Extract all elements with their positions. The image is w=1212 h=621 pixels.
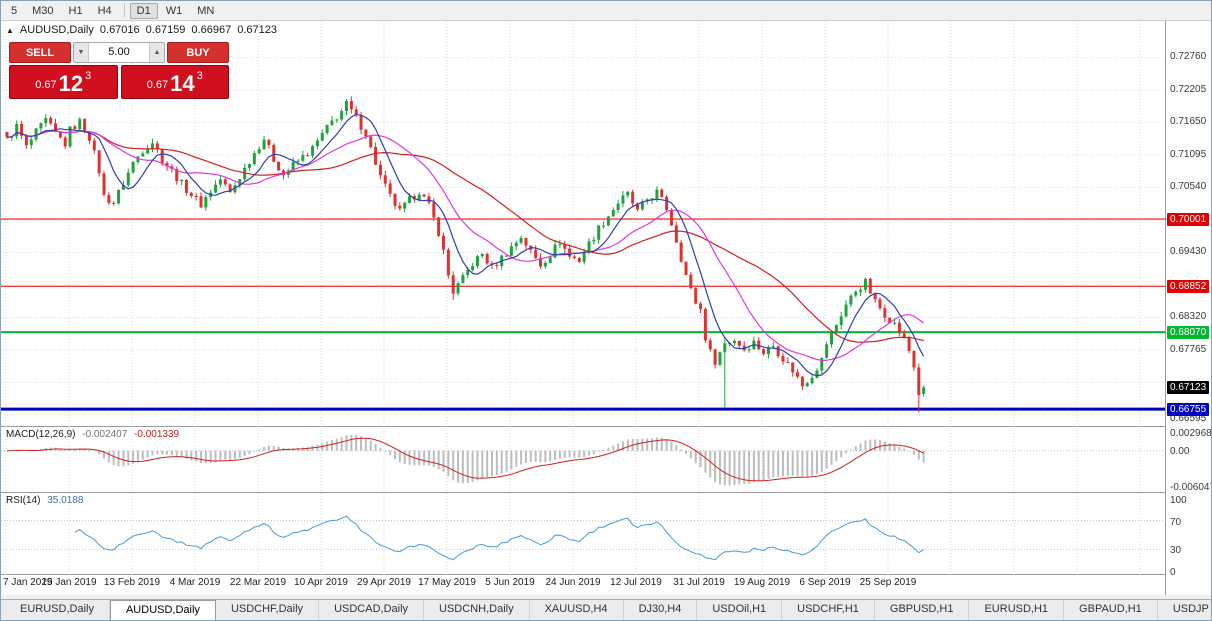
volume-field[interactable]: 5.00 <box>108 46 130 58</box>
date-axis-label: 25 Sep 2019 <box>859 577 917 588</box>
bid-big-digits: 12 <box>58 71 84 96</box>
triangle-up-icon[interactable]: ▲ <box>6 25 14 35</box>
price-axis-tick: 0.70540 <box>1170 181 1207 193</box>
chart-tab-gbpaud-h1[interactable]: GBPAUD,H1 <box>1064 600 1158 620</box>
price-axis-tick: 0.72760 <box>1170 51 1207 63</box>
date-axis-label: 5 Jun 2019 <box>485 577 535 588</box>
macd-label: MACD(12,26,9) -0.002407 -0.001339 <box>6 429 179 440</box>
chart-tab-usdoil-h1[interactable]: USDOil,H1 <box>697 600 783 620</box>
volume-stepper: ▼ 5.00 ▲ <box>73 42 165 63</box>
bid-prefix: 0.67 <box>35 79 57 91</box>
chart-tab-dj30-h4[interactable]: DJ30,H4 <box>624 600 698 620</box>
date-axis-label: 7 Jan 2019 <box>3 577 53 588</box>
timeframe-button-h1[interactable]: H1 <box>68 4 83 17</box>
chart-tab-usdchf-h1[interactable]: USDCHF,H1 <box>782 600 875 620</box>
timeframe-button-w1[interactable]: W1 <box>165 4 183 17</box>
sell-quote-button[interactable]: 0.67 12 3 <box>9 65 118 99</box>
chart-tab-audusd-daily[interactable]: AUDUSD,Daily <box>109 600 216 620</box>
macd-pane: MACD(12,26,9) -0.002407 -0.001339 <box>1 427 1165 493</box>
price-axis-tick: 0.71650 <box>1170 116 1207 128</box>
macd-chart <box>1 427 1165 493</box>
high-value: 0.67159 <box>145 24 186 36</box>
macd-value: -0.002407 <box>82 429 128 440</box>
date-axis-label: 12 Jul 2019 <box>610 577 662 588</box>
chart-header: ▲ AUDUSD,Daily 0.67016 0.67159 0.66967 0… <box>6 24 277 36</box>
ask-pipette: 3 <box>196 70 203 82</box>
date-axis-label: 22 Mar 2019 <box>229 577 287 588</box>
price-axis-tick: 0.69430 <box>1170 246 1207 258</box>
price-level-label: 0.68070 <box>1167 325 1210 339</box>
chart-tab-eurusd-h1[interactable]: EURUSD,H1 <box>969 600 1065 620</box>
rsi-axis-tick: 0 <box>1170 567 1176 578</box>
chart-area: ▲ AUDUSD,Daily 0.67016 0.67159 0.66967 0… <box>1 21 1165 595</box>
date-axis-label: 19 Aug 2019 <box>733 577 791 588</box>
chart-tab-xauusd-h4[interactable]: XAUUSD,H4 <box>530 600 624 620</box>
price-axis-tick: 0.68320 <box>1170 311 1207 323</box>
date-axis-label: 17 May 2019 <box>418 577 476 588</box>
chart-tab-usdcad-daily[interactable]: USDCAD,Daily <box>319 600 425 620</box>
rsi-value: 35.0188 <box>47 495 84 506</box>
buy-quote-button[interactable]: 0.67 14 3 <box>120 65 229 99</box>
chart-tab-bar: EURUSD,Daily AUDUSD,Daily USDCHF,Daily USDC… <box>1 599 1211 620</box>
timeframe-button-d1[interactable]: D1 <box>129 2 158 19</box>
date-axis-label: 25 Jan 2019 <box>41 577 97 588</box>
chart-tab-usdcnh-daily[interactable]: USDCNH,Daily <box>424 600 530 620</box>
price-axis-tick: 0.71095 <box>1170 148 1207 160</box>
chart-tab-usdjp[interactable]: USDJP <box>1158 600 1211 620</box>
price-level-label: 0.70001 <box>1167 212 1210 226</box>
volume-up-button[interactable]: ▲ <box>149 43 164 62</box>
chart-tab-gbpusd-h1[interactable]: GBPUSD,H1 <box>875 600 970 620</box>
macd-axis-max: 0.002968 <box>1170 428 1212 439</box>
date-axis-label: 31 Jul 2019 <box>673 577 725 588</box>
macd-name: MACD(12,26,9) <box>6 429 76 440</box>
timeframe-toolbar: 5 M30 H1 H4 D1 W1 MN <box>1 1 1211 21</box>
current-price-label: 0.67123 <box>1167 381 1210 395</box>
rsi-axis-tick: 30 <box>1170 545 1182 557</box>
date-axis-label: 4 Mar 2019 <box>169 577 221 588</box>
price-axis-tick: 0.67765 <box>1170 344 1207 355</box>
rsi-axis-tick: 100 <box>1170 495 1187 506</box>
open-value: 0.67016 <box>99 24 140 36</box>
candlestick-chart[interactable] <box>1 21 1165 427</box>
timeframe-button-m30[interactable]: M30 <box>32 4 54 17</box>
ask-prefix: 0.67 <box>146 79 169 91</box>
chart-tab-eurusd-daily[interactable]: EURUSD,Daily <box>5 600 110 620</box>
price-level-label: 0.66755 <box>1167 402 1210 416</box>
toolbar-separator <box>123 4 125 17</box>
price-level-label: 0.68852 <box>1167 279 1210 293</box>
date-axis: 7 Jan 2019 25 Jan 2019 13 Feb 2019 4 Mar 20… <box>1 575 1165 592</box>
date-axis-label: 10 Apr 2019 <box>294 577 348 588</box>
macd-signal-value: -0.001339 <box>134 429 180 440</box>
price-pane: ▲ AUDUSD,Daily 0.67016 0.67159 0.66967 0… <box>1 21 1165 427</box>
timeframe-button-h4[interactable]: H4 <box>97 4 112 17</box>
macd-axis-zero: 0.00 <box>1170 445 1190 457</box>
date-axis-label: 6 Sep 2019 <box>799 577 851 588</box>
chart-symbol-label: AUDUSD,Daily <box>19 24 94 36</box>
chart-tab-usdchf-daily[interactable]: USDCHF,Daily <box>216 600 320 620</box>
rsi-label: RSI(14) 35.0188 <box>6 495 83 506</box>
date-axis-label: 29 Apr 2019 <box>357 577 411 588</box>
rsi-pane: RSI(14) 35.0188 <box>1 493 1165 575</box>
price-axis-tick: 0.72205 <box>1170 83 1207 95</box>
price-axis-tick: 0.66595 <box>1170 412 1207 424</box>
rsi-axis-tick: 70 <box>1170 516 1182 528</box>
bid-pipette: 3 <box>85 70 92 82</box>
date-axis-label: 13 Feb 2019 <box>103 577 161 588</box>
close-value: 0.67123 <box>237 24 277 36</box>
rsi-name: RSI(14) <box>6 495 41 506</box>
price-axis: 0.72760 0.72205 0.71650 0.71095 0.70540 0.694… <box>1165 21 1212 595</box>
one-click-trade-panel: SELL ▼ 5.00 ▲ BUY 0.67 12 3 0.67 <box>9 42 229 99</box>
volume-down-button[interactable]: ▼ <box>74 43 89 62</box>
timeframe-button-5[interactable]: 5 <box>11 4 18 17</box>
sell-button[interactable]: SELL <box>9 42 71 63</box>
timeframe-button-mn[interactable]: MN <box>197 4 215 17</box>
buy-button[interactable]: BUY <box>167 42 229 63</box>
macd-axis-min: -0.006047 <box>1170 482 1212 493</box>
low-value: 0.66967 <box>191 24 232 36</box>
ask-big-digits: 14 <box>170 71 195 96</box>
date-axis-label: 24 Jun 2019 <box>545 577 601 588</box>
rsi-chart <box>1 493 1165 575</box>
